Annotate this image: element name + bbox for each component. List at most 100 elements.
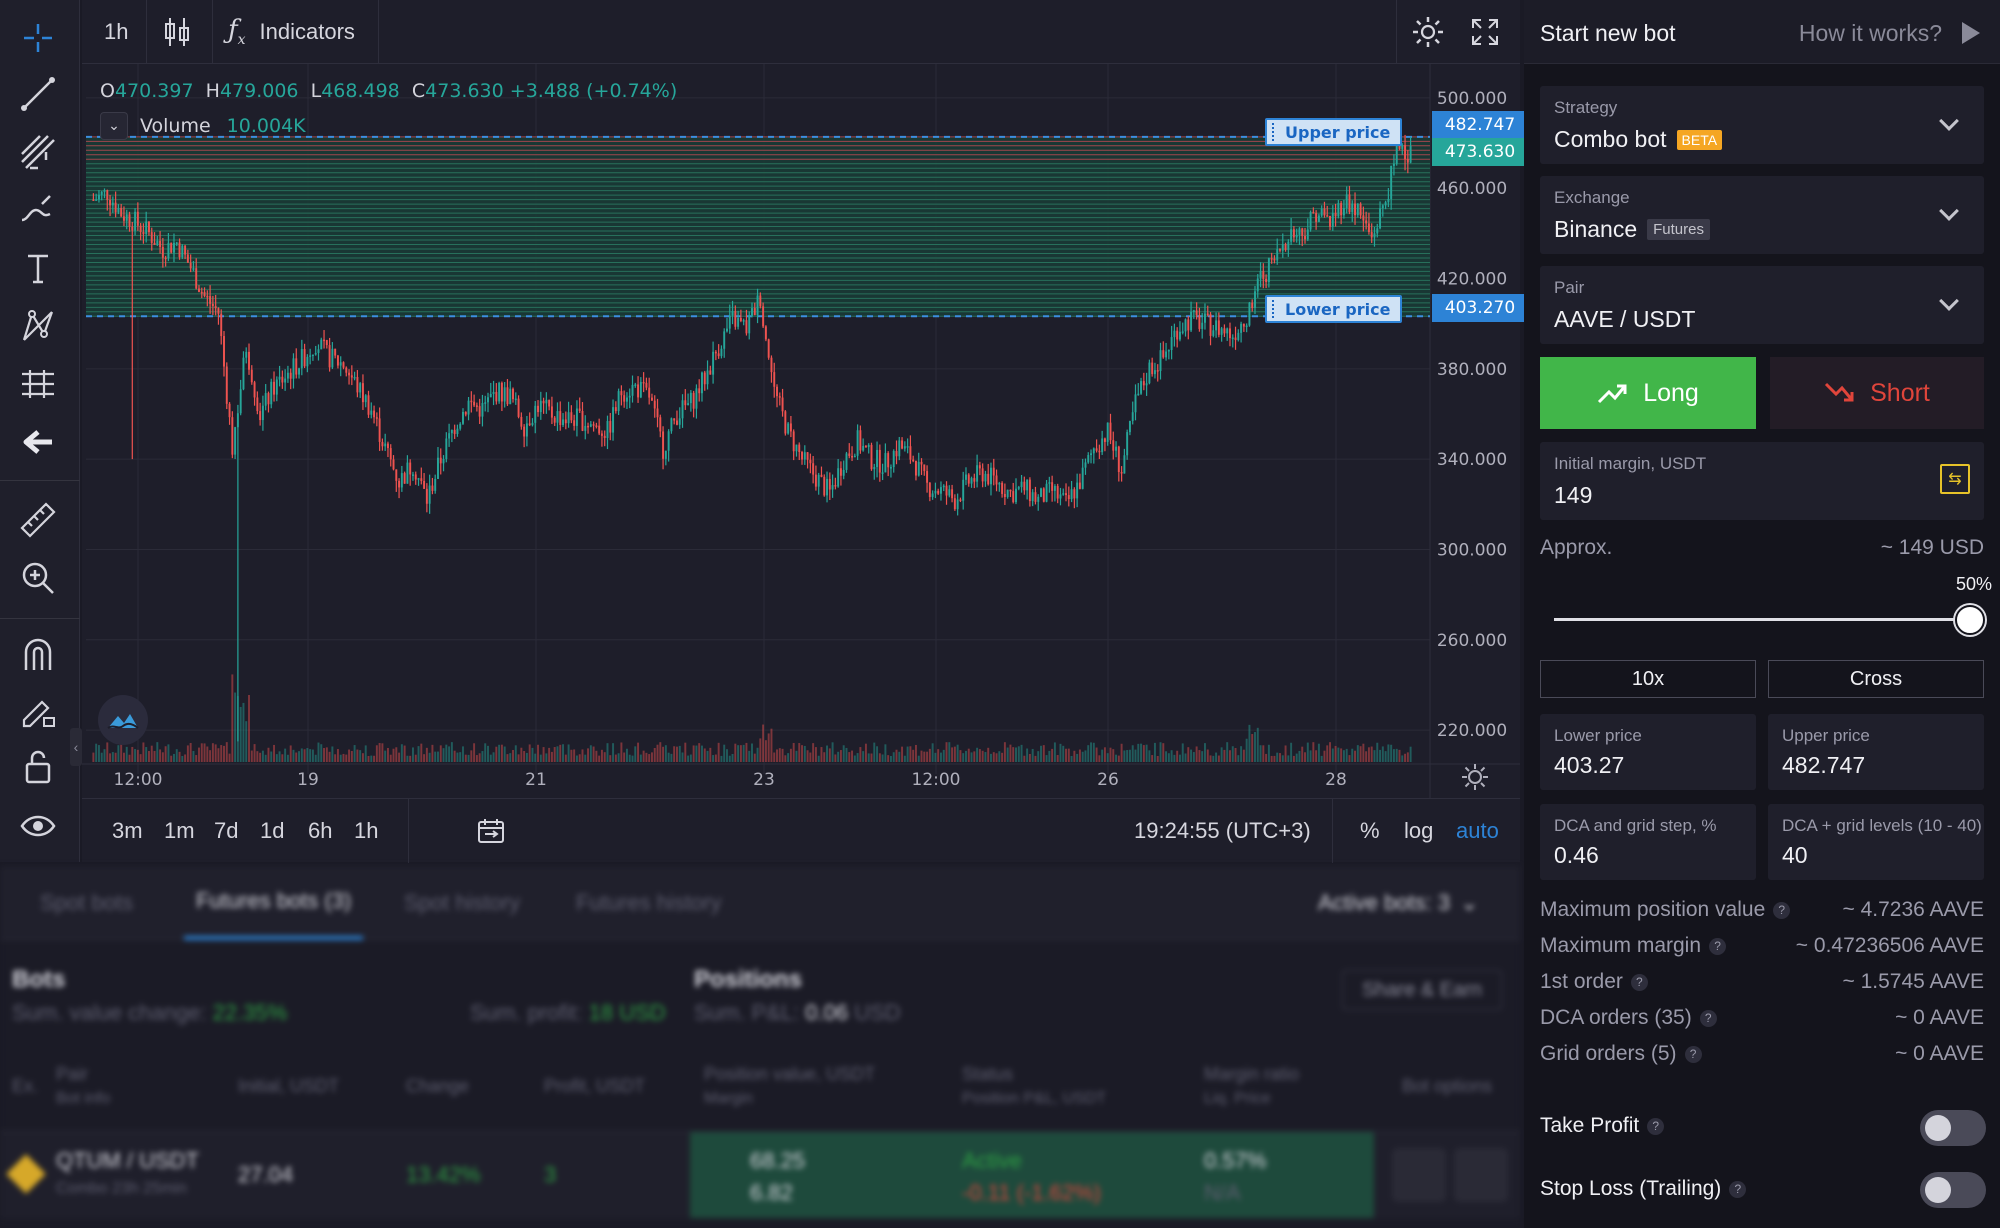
play-icon[interactable] [1962, 22, 1980, 44]
price-chart[interactable]: 500.000 460.000 420.000 380.000 340.000 300.0… [82, 64, 1520, 798]
volume-collapse-button[interactable]: ⌄ [100, 112, 128, 140]
measure-lines-icon[interactable] [18, 364, 58, 404]
lock-icon[interactable] [18, 746, 58, 786]
long-button[interactable]: Long [1540, 357, 1756, 429]
candle-body [245, 351, 248, 358]
candle-body [339, 362, 342, 366]
candle-body [723, 331, 726, 349]
bot-stats-button[interactable] [1392, 1148, 1446, 1202]
volume-bar [245, 721, 248, 762]
short-button[interactable]: Short [1770, 357, 1984, 429]
initial-margin-field[interactable]: Initial margin, USDT 149 ⇆ [1540, 442, 1984, 520]
lock-draw-icon[interactable] [18, 690, 58, 730]
timeframe-1d[interactable]: 1d [260, 799, 284, 863]
timeframe-7d[interactable]: 7d [214, 799, 238, 863]
brush-icon[interactable] [18, 190, 58, 230]
tab-futures-history[interactable]: Futures history [576, 866, 722, 940]
fib-icon[interactable] [18, 132, 58, 172]
margin-slider-track[interactable] [1554, 618, 1970, 621]
grid-step-field[interactable]: DCA and grid step, % 0.46 [1540, 804, 1756, 880]
bot-stop-button[interactable] [1454, 1148, 1508, 1202]
exchange-select[interactable]: Exchange Binance Futures [1540, 176, 1984, 254]
candle-type-button[interactable] [162, 0, 192, 64]
grid-levels-field[interactable]: DCA + grid levels (10 - 40) 40 [1768, 804, 1984, 880]
back-arrow-icon[interactable] [18, 422, 58, 462]
interval-label: 1h [104, 19, 129, 44]
initial-margin-value: 149 [1554, 482, 1593, 508]
tab-futures-bots[interactable]: Futures bots (3) [184, 866, 364, 940]
volume-bar [359, 750, 362, 762]
candle-body [756, 295, 759, 316]
how-it-works-link[interactable]: How it works? [1798, 20, 1942, 46]
volume-bar [209, 750, 212, 762]
candle-body [239, 389, 242, 414]
leverage-button[interactable]: 10x [1540, 660, 1756, 698]
volume-bar [1259, 745, 1262, 762]
volume-bar [1017, 746, 1020, 762]
text-icon[interactable] [18, 248, 58, 288]
volume-bar [467, 754, 470, 762]
chart-logo-badge[interactable] [98, 695, 148, 745]
tab-spot-history[interactable]: Spot history [404, 866, 520, 940]
timeframe-label: 7d [214, 818, 239, 843]
help-icon[interactable]: ? [1709, 937, 1727, 955]
toolbar-collapse-handle[interactable]: ‹ [70, 728, 82, 766]
margin-mode-button[interactable]: Cross [1768, 660, 1984, 698]
zoom-in-icon[interactable] [18, 558, 58, 598]
take-profit-toggle[interactable] [1920, 1110, 1986, 1146]
upper-price-line-label[interactable]: Upper price [1265, 118, 1403, 146]
candle-body [914, 460, 917, 476]
swap-icon[interactable]: ⇆ [1940, 464, 1970, 494]
help-icon[interactable]: ? [1729, 1180, 1747, 1198]
volume-bar [475, 755, 478, 762]
crosshair-icon[interactable] [18, 18, 58, 58]
active-bots-dropdown[interactable]: Active bots: 3 ⌄ [1318, 866, 1479, 940]
timeframe-1m[interactable]: 1m [164, 799, 195, 863]
trend-line-icon[interactable] [18, 74, 58, 114]
candle-body [1273, 258, 1276, 261]
indicators-button[interactable]: ƒx Indicators [228, 0, 355, 64]
tab-spot-bots[interactable]: Spot bots [40, 866, 133, 940]
leverage-label: 10x [1631, 667, 1665, 690]
date-range-button[interactable] [476, 799, 506, 863]
candle-body [1065, 493, 1067, 496]
axis-settings-icon[interactable] [1460, 762, 1490, 792]
help-icon[interactable]: ? [1647, 1117, 1665, 1135]
timeframe-3m[interactable]: 3m [112, 799, 143, 863]
candle-body [1237, 332, 1240, 341]
help-icon[interactable]: ? [1773, 901, 1791, 919]
candle-body [714, 351, 717, 354]
share-earn-button[interactable]: Share & Earn [1342, 970, 1502, 1010]
eye-icon[interactable] [18, 806, 58, 846]
auto-scale-toggle[interactable]: auto [1456, 799, 1499, 863]
lower-price-field[interactable]: Lower price 403.27 [1540, 714, 1756, 790]
ruler-icon[interactable] [18, 500, 58, 540]
interval-button[interactable]: 1h [104, 0, 128, 64]
percent-scale-toggle[interactable]: % [1360, 799, 1380, 863]
stop-loss-toggle[interactable] [1920, 1172, 1986, 1208]
fullscreen-button[interactable] [1470, 0, 1500, 64]
timeframe-6h[interactable]: 6h [308, 799, 332, 863]
log-scale-toggle[interactable]: log [1404, 799, 1433, 863]
lower-price-line-label[interactable]: Lower price [1265, 295, 1403, 323]
help-icon[interactable]: ? [1630, 973, 1648, 991]
volume-bar [1037, 751, 1040, 762]
candle-body [642, 381, 645, 384]
timeframe-1h[interactable]: 1h [354, 799, 378, 863]
candle-body [203, 292, 206, 296]
strategy-select[interactable]: Strategy Combo bot BETA [1540, 86, 1984, 164]
chart-settings-button[interactable] [1410, 0, 1446, 64]
pair-select[interactable]: Pair AAVE / USDT [1540, 266, 1984, 344]
help-icon[interactable]: ? [1699, 1009, 1717, 1027]
volume-bar [225, 742, 228, 762]
magnet-icon[interactable] [18, 634, 58, 674]
volume-bar [353, 745, 356, 762]
help-icon[interactable]: ? [1684, 1045, 1702, 1063]
volume-bar [1103, 747, 1106, 762]
upper-price-field[interactable]: Upper price 482.747 [1768, 714, 1984, 790]
candle-body [228, 403, 231, 418]
volume-bar [487, 745, 489, 762]
margin-slider-handle[interactable] [1955, 605, 1985, 635]
volume-bar [1156, 755, 1159, 762]
pattern-icon[interactable] [18, 306, 58, 346]
